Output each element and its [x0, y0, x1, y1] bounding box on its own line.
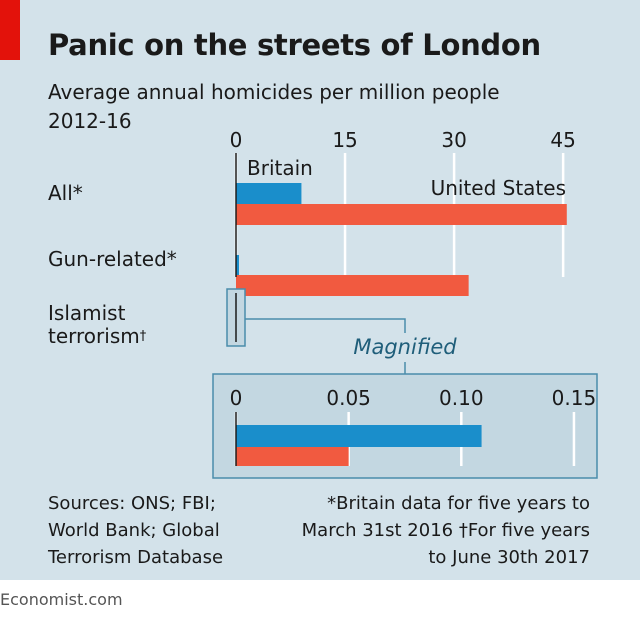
main-tick-label: 30 [441, 128, 466, 152]
brand-footer: Economist.com [0, 590, 123, 609]
magnified-tick-label: 0.05 [326, 386, 371, 410]
sources-note: Sources: ONS; FBI; World Bank; Global Te… [48, 490, 223, 571]
bar-britain-gun [236, 255, 239, 275]
magnifier-connector-line [245, 318, 406, 333]
main-tick-label: 45 [550, 128, 575, 152]
brand-red-tab [0, 0, 20, 60]
bar-united-states-gun [236, 275, 469, 296]
sources-line3: Terrorism Database [48, 547, 224, 568]
magnifier-connector: Magnified [226, 288, 457, 374]
footnote-line2: March 31st 2016 †For five years [301, 520, 590, 541]
magnified-chart: 0 0.05 0.10 0.15 [212, 373, 598, 479]
main-tick-label: 15 [332, 128, 357, 152]
chart-title: Panic on the streets of London [48, 28, 541, 62]
magnified-tick-label: 0.10 [439, 386, 484, 410]
bar-united-states-all [236, 204, 567, 225]
chart-subtitle-period: 2012-16 [48, 109, 132, 133]
chart-svg: 0 15 30 45 Britain United States 0 0.05 0.10 0.1… [212, 128, 598, 479]
magnified-tick-label: 0.15 [552, 386, 597, 410]
bar-united-states-islamist-terrorism [236, 447, 349, 466]
series-label-united-states: United States [431, 176, 566, 200]
dagger-mark: † [139, 329, 147, 344]
main-tick-label: 0 [230, 128, 243, 152]
category-label-all: All* [48, 181, 83, 205]
series-label-britain: Britain [247, 156, 313, 180]
chart-subtitle: Average annual homicides per million peo… [48, 80, 500, 104]
sources-line2: World Bank; Global [48, 520, 220, 541]
category-label-islamist-line1: Islamist [48, 301, 126, 325]
sources-line1: Sources: ONS; FBI; [48, 493, 216, 514]
footnote-line3: to June 30th 2017 [428, 547, 590, 568]
footnote: *Britain data for five years to March 31… [302, 490, 590, 571]
footnote-line1: *Britain data for five years to [327, 493, 590, 514]
main-chart: 0 15 30 45 Britain United States [230, 128, 576, 296]
category-label-islamist: Islamist terrorism† [48, 302, 146, 348]
magnified-label: Magnified [353, 335, 457, 359]
category-label-gun: Gun-related* [48, 247, 177, 271]
category-label-islamist-line2: terrorism [48, 324, 140, 348]
bar-britain-islamist-terrorism [236, 425, 482, 447]
bar-britain-all [236, 183, 302, 204]
magnified-tick-label: 0 [230, 386, 243, 410]
